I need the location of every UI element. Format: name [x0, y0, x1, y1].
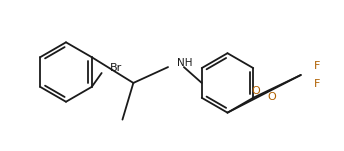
Text: NH: NH	[177, 58, 192, 68]
Text: Br: Br	[109, 63, 122, 73]
Text: F: F	[314, 61, 320, 71]
Text: O: O	[267, 92, 276, 102]
Text: F: F	[314, 79, 320, 89]
Text: O: O	[251, 86, 260, 96]
